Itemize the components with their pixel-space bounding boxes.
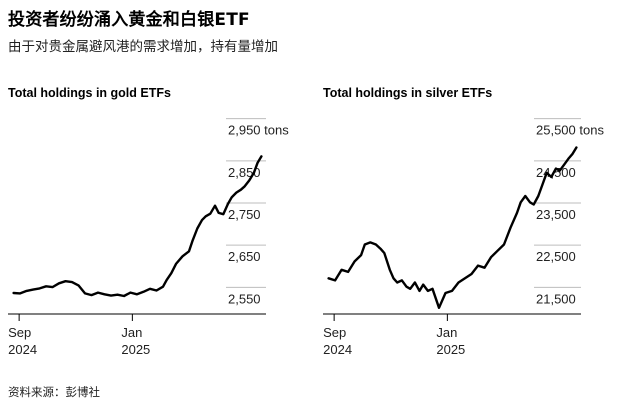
source-note: 资料来源：彭博社: [8, 385, 100, 399]
y-tick-label-silver-2: 23,500: [536, 207, 576, 222]
x-tick-year-gold-0: 2024: [8, 342, 37, 357]
x-tick-year-gold-1: 2025: [121, 342, 150, 357]
subheadline: 由于对贵金属避风港的需求增加，持有量增加: [8, 39, 278, 55]
silver-etf-chart: Total holdings in silver ETFs 21,500 22,5…: [323, 86, 604, 357]
series-line-silver-0: [327, 146, 578, 309]
chart-title-gold: Total holdings in gold ETFs: [8, 86, 171, 100]
gold-etf-chart: Total holdings in gold ETFs 2,550 2,650 2,…: [8, 86, 289, 357]
x-tick-year-silver-0: 2024: [323, 342, 352, 357]
headline: 投资者纷纷涌入黄金和白银ETF: [8, 10, 250, 30]
x-tick-label-silver-1: Jan: [436, 325, 457, 340]
y-tick-label-gold-2: 2,750: [228, 207, 261, 222]
y-tick-label-silver-3: 24,500: [536, 165, 576, 180]
y-tick-label-gold-0: 2,550: [228, 291, 261, 306]
x-tick-label-gold-0: Sep: [8, 325, 31, 340]
y-tick-label-silver-4: 25,500 tons: [536, 123, 604, 138]
y-tick-label-gold-4: 2,950 tons: [228, 123, 289, 138]
x-tick-year-silver-1: 2025: [436, 342, 465, 357]
y-tick-label-gold-1: 2,650: [228, 249, 261, 264]
x-tick-label-silver-0: Sep: [323, 325, 346, 340]
y-tick-label-silver-0: 21,500: [536, 291, 576, 306]
chart-title-silver: Total holdings in silver ETFs: [323, 86, 492, 100]
x-tick-label-gold-1: Jan: [121, 325, 142, 340]
series-line-gold-0: [12, 155, 263, 298]
y-tick-label-silver-1: 22,500: [536, 249, 576, 264]
